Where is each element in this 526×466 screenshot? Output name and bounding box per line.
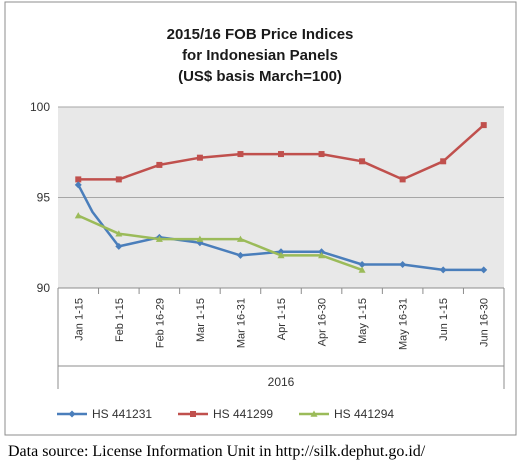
x-tick-label: Mar 16-31 xyxy=(235,298,247,348)
data-point-hs-441294 xyxy=(236,235,244,242)
data-point-hs-441294 xyxy=(74,212,82,219)
data-point-hs-441294 xyxy=(277,251,285,259)
data-point-hs-441299 xyxy=(440,158,447,165)
legend-item-hs-441299: HS 441299 xyxy=(178,407,273,421)
x-tick-label: Jun 1-15 xyxy=(438,298,450,341)
legend-item-hs-441231: HS 441231 xyxy=(57,407,152,421)
x-tick-label: Apr 1-15 xyxy=(276,298,288,340)
series-line-hs-441294 xyxy=(77,214,363,272)
data-point-hs-441231 xyxy=(115,242,123,250)
legend-swatch-marker xyxy=(68,410,76,418)
data-point-hs-441299 xyxy=(196,154,203,161)
legend-swatch-marker xyxy=(190,411,196,417)
x-tick-label: Jan 1-15 xyxy=(73,298,85,341)
data-source-note: Data source: License Information Unit in… xyxy=(8,443,426,460)
data-point-hs-441299 xyxy=(115,176,122,183)
x-tick-label: May 16-31 xyxy=(398,298,410,350)
legend-swatch-marker xyxy=(310,410,318,417)
series-hs-441299 xyxy=(75,122,487,183)
series-group xyxy=(74,122,488,274)
x-tick-label: Feb 1-15 xyxy=(114,298,126,342)
series-hs-441294 xyxy=(74,212,366,273)
y-tick-label: 100 xyxy=(30,100,50,114)
data-point-hs-441299 xyxy=(75,176,82,183)
chart-title-line-1: 2015/16 FOB Price Indices xyxy=(167,26,354,43)
x-tick-label: Jun 16-30 xyxy=(479,298,491,347)
data-point-hs-441299 xyxy=(278,151,284,158)
y-axis: 90 95 100 xyxy=(30,100,50,295)
legend-label: HS 441299 xyxy=(213,407,273,421)
x-tick-label: Apr 16-30 xyxy=(317,298,329,346)
x-axis-title: 2016 xyxy=(268,375,295,389)
series-line-hs-441231 xyxy=(77,184,484,272)
data-point-hs-441299 xyxy=(318,151,325,158)
x-axis: Jan 1-15 Feb 1-15 Feb 16-29 Mar 1-15 Mar 16-… xyxy=(57,287,505,389)
data-point-hs-441231 xyxy=(236,251,244,259)
y-tick-label: 90 xyxy=(37,281,51,295)
data-point-hs-441299 xyxy=(156,161,163,168)
legend: HS 441231 HS 441299 HS 441294 xyxy=(57,407,394,421)
data-point-hs-441299 xyxy=(237,151,244,158)
data-point-hs-441294 xyxy=(318,251,326,259)
data-point-hs-441231 xyxy=(399,260,407,268)
data-point-hs-441231 xyxy=(439,266,447,274)
y-tick-label: 95 xyxy=(37,191,51,205)
chart-title-line-3: (US$ basis March=100) xyxy=(178,68,342,85)
x-tick-label: Mar 1-15 xyxy=(195,298,207,342)
data-point-hs-441294 xyxy=(358,266,366,273)
x-tick-label: May 1-15 xyxy=(357,298,369,344)
data-point-hs-441299 xyxy=(480,122,487,129)
data-point-hs-441231 xyxy=(318,248,326,256)
x-tick-label: Feb 16-29 xyxy=(154,298,166,348)
data-point-hs-441231 xyxy=(74,181,82,189)
chart-title-line-2: for Indonesian Panels xyxy=(182,47,338,64)
data-point-hs-441299 xyxy=(399,176,406,183)
data-point-hs-441231 xyxy=(358,260,366,268)
data-point-hs-441294 xyxy=(155,235,163,242)
data-point-hs-441294 xyxy=(115,230,123,237)
data-point-hs-441294 xyxy=(196,235,204,242)
data-point-hs-441231 xyxy=(480,266,488,274)
legend-item-hs-441294: HS 441294 xyxy=(299,407,394,421)
chart-title: 2015/16 FOB Price Indices for Indonesian… xyxy=(167,26,354,85)
legend-label: HS 441294 xyxy=(334,407,394,421)
data-point-hs-441299 xyxy=(359,158,366,165)
legend-label: HS 441231 xyxy=(92,407,152,421)
